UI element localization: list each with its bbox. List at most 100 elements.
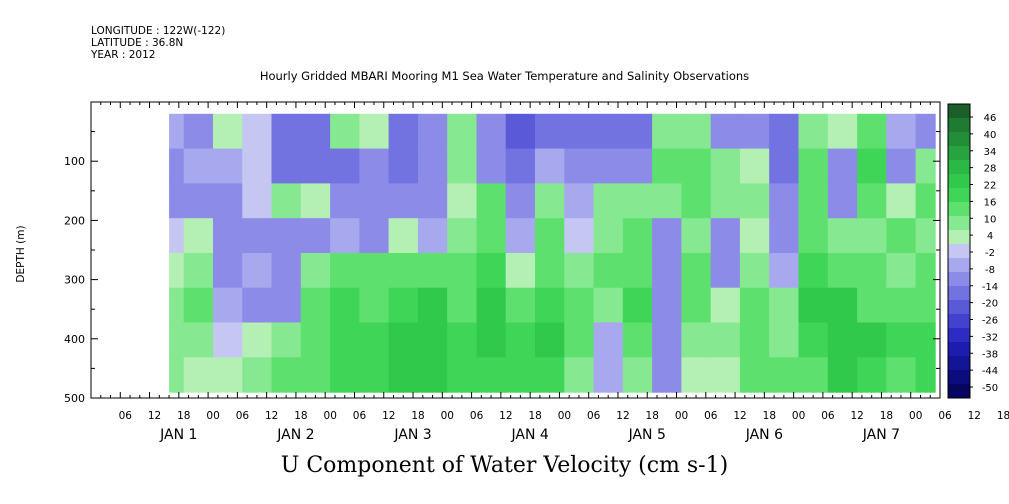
x-hour-label: 18 (880, 410, 893, 422)
heatmap-cell (169, 218, 185, 254)
x-hour-label: 18 (411, 410, 424, 422)
heatmap-cell (652, 183, 682, 219)
heatmap-cell (886, 357, 917, 393)
heatmap-cell (652, 148, 682, 184)
heatmap-cell (769, 322, 800, 358)
heatmap-cell (476, 183, 507, 219)
x-hour-label: 18 (646, 410, 659, 422)
heatmap-cell (564, 287, 595, 324)
heatmap-cell (535, 183, 565, 219)
heatmap-cell (505, 183, 536, 219)
x-hour-label: 18 (997, 410, 1009, 422)
heatmap-cell (271, 113, 302, 150)
heatmap-cell (535, 357, 565, 393)
heatmap-cell (388, 183, 419, 219)
heatmap-cell (476, 113, 507, 150)
colorbar-label: -14 (982, 282, 998, 293)
heatmap-cell (242, 357, 273, 393)
heatmap-cell (300, 287, 331, 324)
heatmap-cell (505, 287, 536, 324)
heatmap-cell (622, 183, 653, 219)
heatmap-cell (359, 183, 390, 219)
x-hour-label: 00 (441, 410, 454, 422)
heatmap-cell (271, 218, 302, 254)
heatmap-cell (242, 183, 273, 219)
year-label: YEAR : 2012 (91, 49, 156, 61)
heatmap-cell (564, 322, 595, 358)
heatmap-cell (739, 253, 770, 289)
heatmap-cell (915, 322, 936, 358)
heatmap-cell (886, 218, 917, 254)
heatmap-cell (886, 287, 917, 324)
heatmap-cell (359, 322, 390, 358)
x-hour-label: 00 (909, 410, 922, 422)
heatmap-cell (827, 183, 858, 219)
x-hour-label: 06 (119, 410, 133, 422)
colorbar-swatch (948, 328, 970, 343)
x-hour-label: 06 (821, 410, 835, 422)
heatmap-cell (476, 148, 507, 184)
colorbar-swatch (948, 356, 970, 371)
heatmap-cell (447, 253, 478, 289)
heatmap-cell (330, 357, 360, 393)
heatmap-cell (169, 148, 185, 184)
heatmap-cell (300, 218, 331, 254)
colorbar-swatch (948, 188, 970, 203)
heatmap-cell (183, 357, 214, 393)
heatmap-cell (739, 113, 770, 150)
colorbar-swatch (948, 384, 970, 399)
heatmap-cell (622, 357, 653, 393)
heatmap-cell (476, 357, 507, 393)
colorbar-label: 28 (984, 164, 997, 175)
heatmap-cell (681, 287, 712, 324)
heatmap-cell (242, 287, 273, 324)
heatmap-cell (359, 218, 390, 254)
colorbar-label: 10 (984, 214, 997, 225)
heatmap-cell (388, 218, 419, 254)
heatmap-cell (183, 253, 214, 289)
heatmap-cell (564, 253, 595, 289)
colorbar-swatch (948, 244, 970, 259)
colorbar-swatch (948, 118, 970, 133)
heatmap-cell (388, 113, 419, 150)
heatmap-cell (827, 218, 858, 254)
heatmap-cell (359, 357, 390, 393)
x-hour-label: 06 (587, 410, 601, 422)
heatmap-cell (417, 183, 448, 219)
x-hour-label: 18 (294, 410, 307, 422)
heatmap-cell (593, 148, 624, 184)
heatmap-cell (300, 357, 331, 393)
x-hour-label: 12 (733, 410, 746, 422)
heatmap-cell (271, 253, 302, 289)
heatmap-cell (739, 148, 770, 184)
heatmap-cell (798, 183, 829, 219)
heatmap-cell (330, 253, 360, 289)
colorbar-swatch (948, 258, 970, 273)
heatmap-cell (213, 253, 243, 289)
colorbar-label: -26 (982, 316, 998, 327)
colorbar-swatch (948, 286, 970, 301)
heatmap-cell (652, 253, 682, 289)
heatmap-cell (710, 287, 741, 324)
heatmap-cell (388, 357, 419, 393)
heatmap-cell (417, 218, 448, 254)
colorbar-label: -44 (982, 366, 998, 377)
heatmap-cell (769, 218, 800, 254)
heatmap-cell (681, 183, 712, 219)
heatmap-cell (857, 322, 887, 358)
heatmap-cell (857, 287, 887, 324)
heatmap-cell (593, 183, 624, 219)
heatmap-cell (798, 218, 829, 254)
heatmap-cell (447, 357, 478, 393)
heatmap-cell (710, 183, 741, 219)
heatmap-cell (271, 148, 302, 184)
x-hour-label: 18 (177, 410, 190, 422)
heatmap-cell (505, 148, 536, 184)
y-tick-label: 200 (64, 214, 85, 227)
heatmap-cell (213, 183, 243, 219)
x-hour-label: 00 (675, 410, 688, 422)
x-hour-label: 12 (968, 410, 981, 422)
colorbar-label: -38 (982, 349, 998, 360)
heatmap-cell (710, 148, 741, 184)
